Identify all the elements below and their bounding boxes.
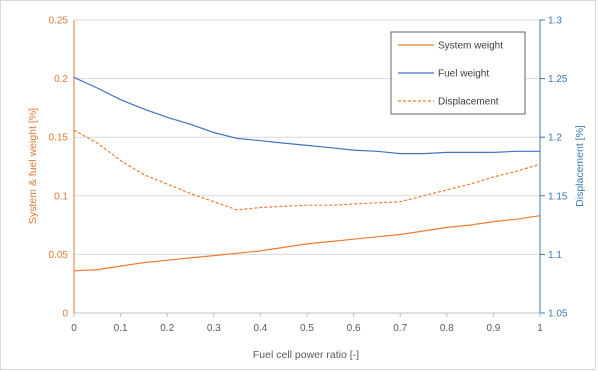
- x-tick-label: 0.5: [300, 323, 314, 334]
- x-tick-label: 0.6: [347, 323, 361, 334]
- y-tick-label: 0: [62, 309, 68, 320]
- y2-tick-label: 1.3: [548, 16, 562, 27]
- x-tick-label: 0.3: [207, 323, 221, 334]
- x-tick-label: 0.8: [440, 323, 454, 334]
- y-tick-label: 0.15: [49, 133, 69, 144]
- y2-tick-label: 1.05: [548, 309, 568, 320]
- x-axis-title: Fuel cell power ratio [-]: [253, 349, 359, 361]
- x-tick-label: 0.7: [393, 323, 407, 334]
- y-tick-label: 0.1: [54, 191, 68, 202]
- y2-tick-label: 1.25: [548, 74, 568, 85]
- x-tick-label: 0: [71, 323, 77, 334]
- y-tick-label: 0.05: [49, 250, 69, 261]
- x-tick-label: 0.4: [253, 323, 267, 334]
- legend: System weight Fuel weight Displacement: [390, 31, 526, 115]
- x-tick-label: 0.1: [114, 323, 128, 334]
- y2-axis-title: Displacement [%]: [574, 125, 586, 207]
- series-layer: [73, 76, 541, 272]
- legend-label: Displacement: [438, 97, 499, 108]
- y2-tick-label: 1.2: [548, 133, 562, 144]
- y2-tick-label: 1.1: [548, 250, 562, 261]
- x-tick-label: 1: [537, 323, 543, 334]
- y-axis-title: System & fuel weight [%]: [27, 108, 39, 224]
- series-line-displacement: [73, 129, 541, 211]
- axis-layer: 0 0.05 0.1 0.15 0.2 0.25 1.05 1.1 1.15 1.2 1.25 1.3…: [49, 16, 568, 335]
- y-tick-label: 0.25: [49, 16, 69, 27]
- y2-tick-label: 1.15: [548, 191, 568, 202]
- x-tick-label: 0.9: [486, 323, 500, 334]
- y-tick-label: 0.2: [54, 74, 68, 85]
- legend-label: Fuel weight: [438, 69, 489, 80]
- series-line-fuel-weight: [73, 76, 540, 155]
- series-line-system-weight: [73, 215, 541, 272]
- legend-label: System weight: [438, 41, 503, 52]
- x-tick-label: 0.2: [160, 323, 174, 334]
